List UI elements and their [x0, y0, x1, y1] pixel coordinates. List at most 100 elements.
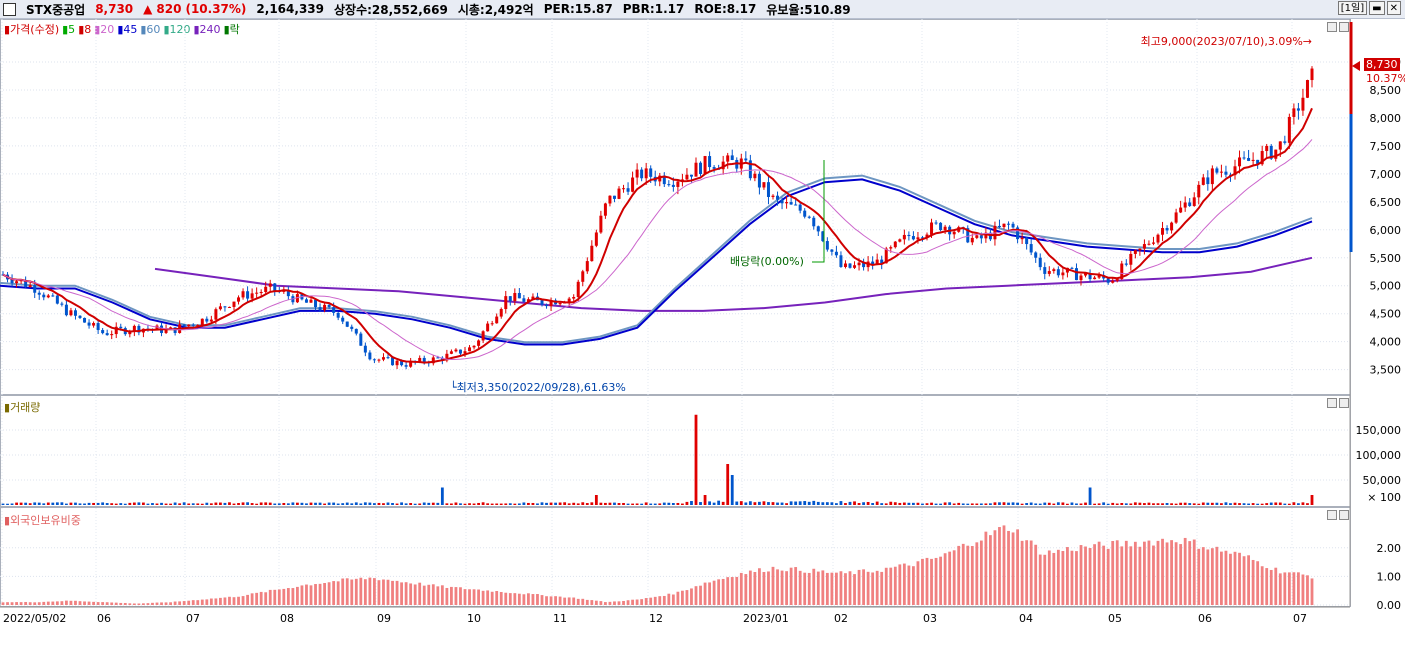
volume-bar	[386, 502, 390, 505]
volume-bar	[264, 502, 268, 505]
foreign-tick-label: 0.00	[1377, 599, 1402, 612]
foreign-bar	[1147, 540, 1151, 605]
volume-bar	[925, 503, 929, 505]
minimize-icon[interactable]: ▬	[1369, 1, 1385, 15]
foreign-bar	[717, 579, 721, 605]
volume-bar	[422, 502, 426, 505]
candle-body	[1305, 80, 1309, 98]
candle-body	[1115, 279, 1119, 281]
foreign-bar	[1120, 546, 1124, 605]
volume-bar	[1215, 502, 1219, 505]
foreign-bar	[604, 602, 607, 605]
foreign-bar	[504, 592, 508, 605]
foreign-bar	[187, 600, 191, 605]
foreign-bar	[1052, 552, 1056, 605]
candle-body	[341, 317, 345, 322]
foreign-bar	[305, 584, 308, 605]
foreign-panel-title: ▮외국인보유비중	[4, 514, 81, 527]
volume-bar	[318, 502, 322, 505]
volume-bar	[277, 503, 281, 505]
candle-body	[1011, 223, 1015, 228]
candle-body	[468, 347, 472, 352]
foreign-bar	[780, 570, 784, 605]
candle-body	[794, 204, 798, 206]
foreign-bar	[830, 572, 834, 605]
volume-bar	[33, 502, 37, 505]
foreign-bar	[1179, 544, 1183, 605]
candle-body	[880, 259, 884, 264]
foreign-bar	[875, 570, 879, 605]
candle-body	[105, 333, 109, 336]
volume-bar	[889, 501, 893, 505]
volume-bar	[19, 502, 23, 505]
price-pointer-icon	[1352, 61, 1360, 71]
candle-body	[830, 249, 834, 252]
volume-bar	[377, 502, 381, 505]
volume-bar	[286, 503, 290, 505]
candle-body	[332, 307, 336, 313]
candle-body	[1170, 222, 1174, 231]
foreign-bar	[581, 598, 585, 605]
candle-body	[640, 169, 644, 179]
legend-item: ▮20	[94, 23, 115, 36]
foreign-bar	[880, 571, 884, 605]
foreign-panel-buttons[interactable]	[1327, 510, 1349, 520]
foreign-bar	[427, 584, 431, 605]
volume-bar	[368, 502, 372, 505]
foreign-bar	[404, 582, 408, 605]
volume-bar	[893, 502, 897, 505]
foreign-bar	[939, 556, 942, 605]
candle-body	[916, 237, 920, 240]
candle-body	[934, 222, 938, 224]
candle-body	[282, 290, 286, 292]
volume-bar	[445, 503, 449, 505]
volume-bar	[114, 503, 118, 505]
close-icon[interactable]: ✕	[1386, 1, 1401, 15]
foreign-bar	[440, 585, 444, 605]
volume-bar	[1256, 503, 1260, 505]
volume-bar	[921, 503, 924, 505]
volume-bar	[970, 503, 974, 505]
foreign-bar	[508, 593, 512, 605]
volume-bar	[128, 502, 132, 505]
foreign-bar	[350, 579, 354, 605]
foreign-bar	[1283, 572, 1287, 605]
foreign-bar	[912, 566, 915, 605]
volume-bar	[758, 501, 761, 505]
foreign-bar	[1034, 544, 1038, 605]
volume-bar	[1247, 503, 1250, 505]
volume-bar	[1007, 502, 1010, 505]
foreign-bar	[1278, 573, 1282, 605]
foreign-bar	[1115, 540, 1119, 605]
foreign-bar	[979, 540, 983, 605]
candle-body	[757, 173, 761, 188]
foreign-bar	[160, 602, 163, 605]
candle-body	[137, 325, 141, 333]
candle-body	[730, 155, 734, 160]
candle-body	[431, 357, 435, 364]
foreign-bar	[825, 572, 829, 605]
candle-body	[925, 234, 929, 238]
volume-bar	[463, 503, 467, 505]
volume-bar	[979, 503, 983, 505]
foreign-bar	[635, 599, 639, 605]
period-button[interactable]: [1일]	[1337, 1, 1368, 15]
volume-panel-buttons[interactable]	[1327, 398, 1349, 408]
current-pct-tag: 10.37%	[1366, 72, 1405, 85]
select-checkbox[interactable]	[3, 2, 16, 16]
volume-bar	[78, 503, 82, 505]
volume-bar	[92, 502, 95, 505]
foreign-bar	[413, 584, 417, 605]
volume-bar	[359, 503, 363, 505]
volume-bar	[173, 502, 177, 505]
volume-bar	[1210, 502, 1214, 505]
candle-body	[1043, 267, 1047, 274]
foreign-bar	[277, 589, 281, 605]
foreign-bar	[721, 578, 725, 605]
price-panel-buttons[interactable]	[1327, 22, 1349, 32]
foreign-bar	[246, 594, 249, 605]
foreign-bar	[1165, 542, 1169, 605]
candle-body	[490, 323, 494, 325]
candle-body	[812, 217, 816, 227]
volume-bar	[504, 503, 508, 505]
